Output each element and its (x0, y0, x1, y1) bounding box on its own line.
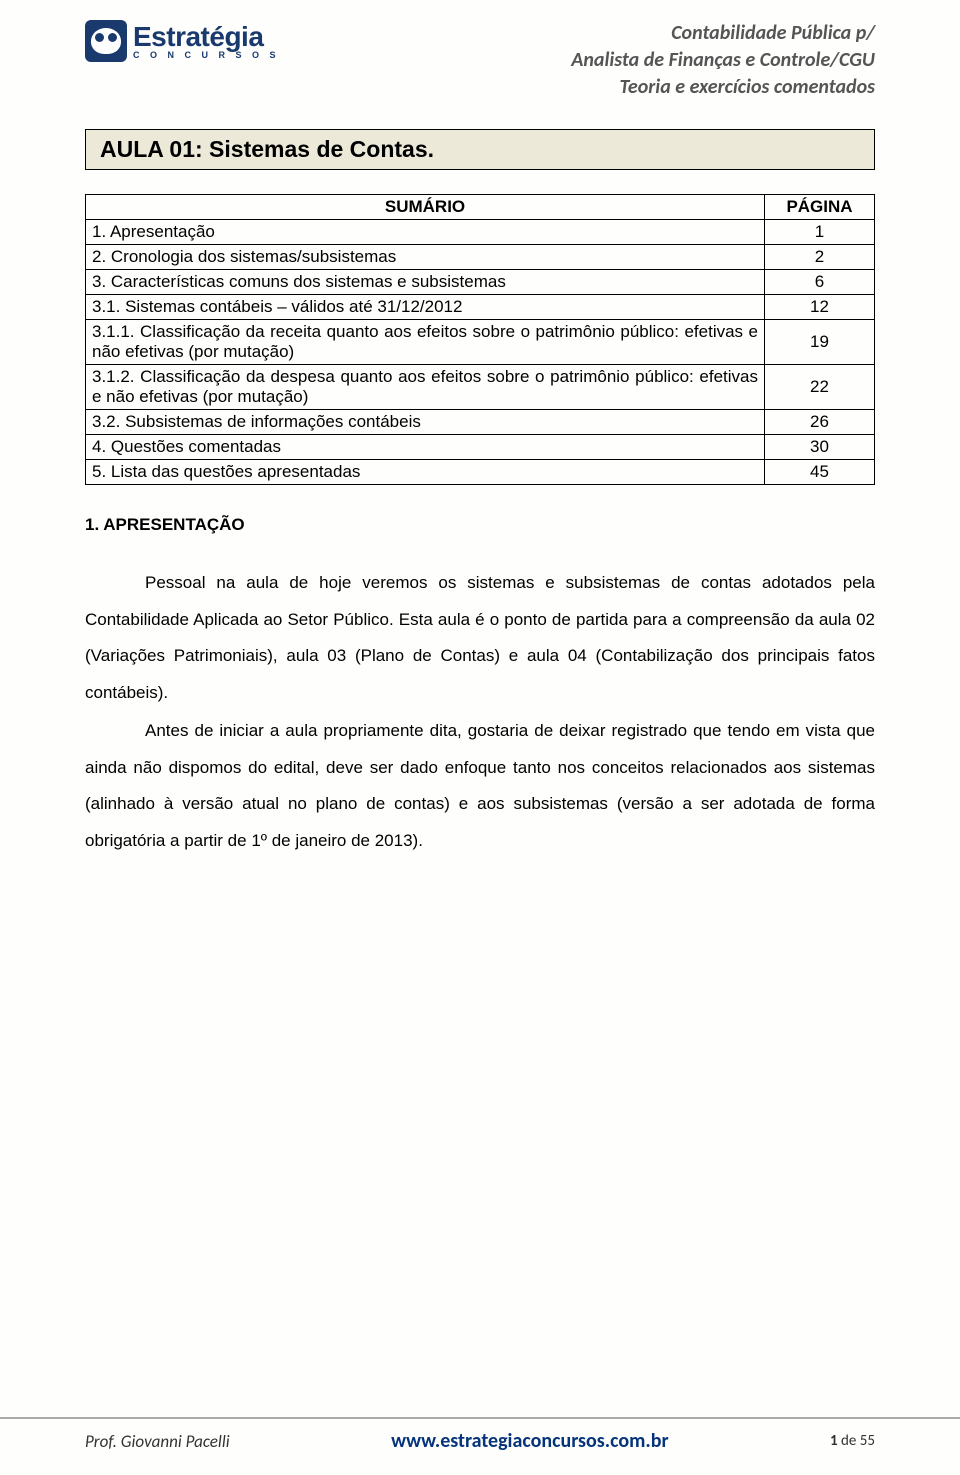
footer-url: www.estrategiaconcursos.com.br (391, 1429, 669, 1453)
cell-page: 2 (765, 245, 875, 270)
table-header-item: SUMÁRIO (86, 195, 765, 220)
lesson-title-box: AULA 01: Sistemas de Contas. (85, 129, 875, 170)
paragraph: Pessoal na aula de hoje veremos os siste… (85, 565, 875, 711)
header-line: Contabilidade Pública p/ (571, 20, 875, 47)
cell-item: 3.1.2. Classificação da despesa quanto a… (86, 365, 765, 410)
page-header: Estratégia C O N C U R S O S Contabilida… (85, 20, 875, 101)
footer-pagination: 1 de 55 (830, 1432, 875, 1450)
cell-item: 2. Cronologia dos sistemas/subsistemas (86, 245, 765, 270)
header-line: Teoria e exercícios comentados (571, 74, 875, 101)
cell-page: 19 (765, 320, 875, 365)
cell-item: 5. Lista das questões apresentadas (86, 460, 765, 485)
footer-page-current: 1 (830, 1432, 838, 1450)
cell-item: 1. Apresentação (86, 220, 765, 245)
table-row: 2. Cronologia dos sistemas/subsistemas 2 (86, 245, 875, 270)
table-header-page: PÁGINA (765, 195, 875, 220)
cell-item: 3.2. Subsistemas de informações contábei… (86, 410, 765, 435)
header-line: Analista de Finanças e Controle/CGU (571, 47, 875, 74)
cell-page: 1 (765, 220, 875, 245)
cell-item: 3.1.1. Classificação da receita quanto a… (86, 320, 765, 365)
lesson-title: AULA 01: Sistemas de Contas. (100, 136, 860, 163)
cell-page: 22 (765, 365, 875, 410)
summary-table: SUMÁRIO PÁGINA 1. Apresentação 1 2. Cron… (85, 194, 875, 485)
cell-item: 4. Questões comentadas (86, 435, 765, 460)
header-course-info: Contabilidade Pública p/ Analista de Fin… (571, 20, 875, 101)
cell-page: 26 (765, 410, 875, 435)
table-row: 4. Questões comentadas 30 (86, 435, 875, 460)
footer-author: Prof. Giovanni Pacelli (85, 1431, 230, 1452)
table-row: 1. Apresentação 1 (86, 220, 875, 245)
cell-item: 3.1. Sistemas contábeis – válidos até 31… (86, 295, 765, 320)
cell-page: 30 (765, 435, 875, 460)
logo-main-text: Estratégia (133, 23, 280, 51)
paragraph: Antes de iniciar a aula propriamente dit… (85, 713, 875, 859)
table-row: 3.1.1. Classificação da receita quanto a… (86, 320, 875, 365)
table-row: 3.1. Sistemas contábeis – válidos até 31… (86, 295, 875, 320)
table-row: 3.2. Subsistemas de informações contábei… (86, 410, 875, 435)
table-row: 3.1.2. Classificação da despesa quanto a… (86, 365, 875, 410)
section-heading: 1. APRESENTAÇÃO (85, 515, 875, 535)
cell-item: 3. Características comuns dos sistemas e… (86, 270, 765, 295)
logo-sub-text: C O N C U R S O S (133, 51, 280, 60)
cell-page: 45 (765, 460, 875, 485)
owl-icon (85, 20, 127, 62)
footer-page-total: de 55 (838, 1432, 875, 1450)
table-row: 3. Características comuns dos sistemas e… (86, 270, 875, 295)
cell-page: 6 (765, 270, 875, 295)
page-footer: Prof. Giovanni Pacelli www.estrategiacon… (0, 1417, 960, 1475)
table-row: 5. Lista das questões apresentadas 45 (86, 460, 875, 485)
brand-logo: Estratégia C O N C U R S O S (85, 20, 280, 62)
cell-page: 12 (765, 295, 875, 320)
